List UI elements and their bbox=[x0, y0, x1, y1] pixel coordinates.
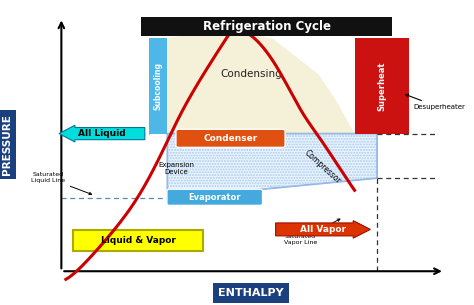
Text: Saturated
Liquid Line: Saturated Liquid Line bbox=[31, 172, 91, 195]
FancyArrow shape bbox=[59, 125, 145, 142]
Text: Compressor: Compressor bbox=[303, 149, 343, 186]
Polygon shape bbox=[355, 38, 409, 134]
FancyBboxPatch shape bbox=[176, 129, 285, 147]
FancyBboxPatch shape bbox=[141, 16, 392, 36]
Text: ENTHALPY: ENTHALPY bbox=[218, 288, 283, 298]
Text: Condensing: Condensing bbox=[220, 69, 282, 79]
Text: Desuperheater: Desuperheater bbox=[406, 94, 465, 110]
Text: All Vapor: All Vapor bbox=[300, 225, 346, 234]
Polygon shape bbox=[167, 28, 355, 134]
Text: Evaporator: Evaporator bbox=[189, 193, 241, 202]
Text: Saturated
Vapor Line: Saturated Vapor Line bbox=[284, 219, 340, 245]
Text: Liquid & Vapor: Liquid & Vapor bbox=[100, 236, 175, 245]
Text: Subcooling: Subcooling bbox=[154, 63, 163, 110]
Polygon shape bbox=[149, 38, 167, 134]
Text: Expansion
Device: Expansion Device bbox=[158, 162, 194, 175]
Text: PRESSURE: PRESSURE bbox=[2, 114, 12, 175]
Text: All Liquid: All Liquid bbox=[78, 129, 126, 138]
Text: Refrigeration Cycle: Refrigeration Cycle bbox=[202, 20, 330, 33]
FancyArrow shape bbox=[275, 221, 370, 238]
Text: Condenser: Condenser bbox=[203, 134, 258, 143]
FancyBboxPatch shape bbox=[73, 230, 203, 251]
FancyBboxPatch shape bbox=[167, 189, 263, 205]
Polygon shape bbox=[167, 134, 377, 198]
Text: Superheat: Superheat bbox=[377, 62, 386, 111]
